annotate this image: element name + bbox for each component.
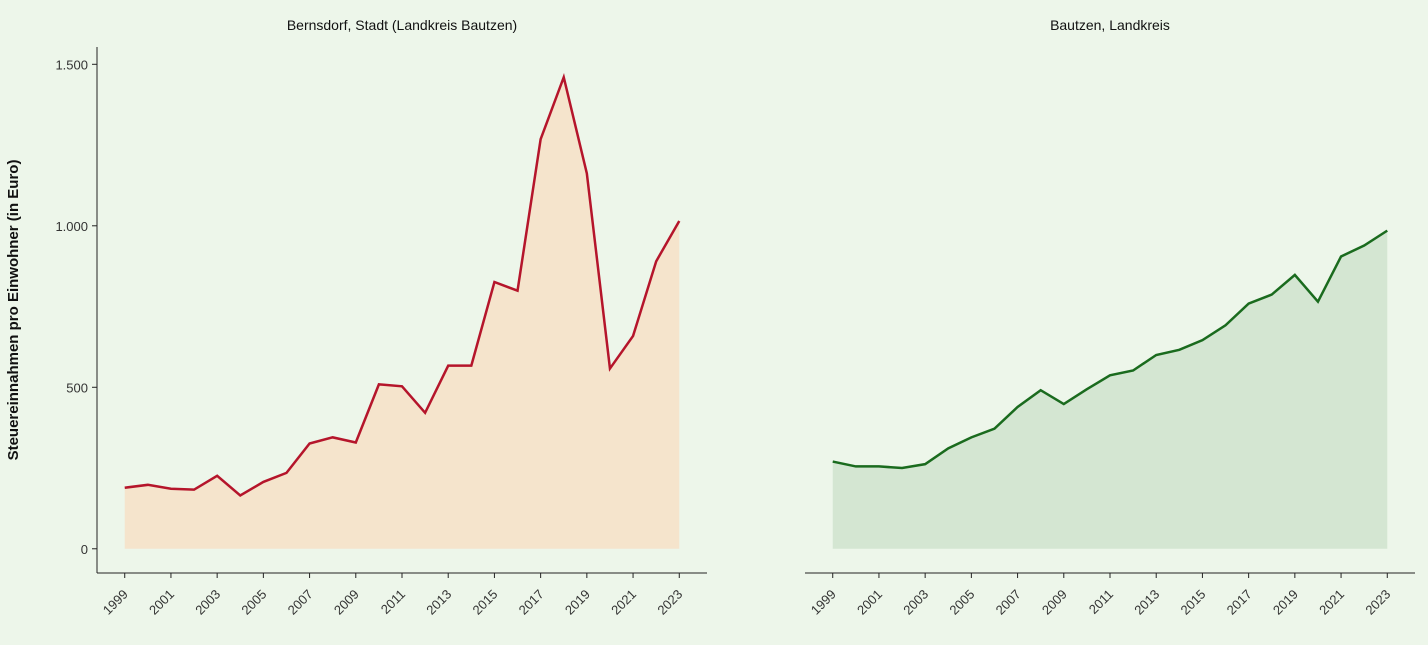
x-tick-label: 2023 — [654, 587, 685, 618]
x-tick-label: 1999 — [808, 587, 839, 618]
x-tick-label: 1999 — [100, 587, 131, 618]
y-tick-label: 0 — [81, 542, 88, 557]
x-tick-label: 2015 — [469, 587, 500, 618]
x-tick-label: 2001 — [854, 587, 885, 618]
x-tick-label: 2001 — [146, 587, 177, 618]
x-tick-label: 2003 — [192, 587, 223, 618]
x-tick-label: 2005 — [946, 587, 977, 618]
x-tick-label: 2007 — [285, 587, 316, 618]
area — [832, 230, 1388, 549]
x-tick-label: 2011 — [378, 587, 408, 617]
area — [124, 77, 680, 549]
x-tick-label: 2019 — [562, 587, 593, 618]
y-axis-label: Steuereinnahmen pro Einwohner (in Euro) — [5, 160, 22, 461]
x-tick-label: 2005 — [238, 587, 269, 618]
x-tick-label: 2019 — [1270, 587, 1301, 618]
chart-title: Bernsdorf, Stadt (Landkreis Bautzen) — [287, 17, 517, 33]
x-tick-label: 2021 — [1316, 587, 1347, 618]
y-tick-label: 1.000 — [55, 219, 88, 234]
x-tick-label: 2009 — [1039, 587, 1070, 618]
x-tick-label: 2003 — [900, 587, 931, 618]
chart-title: Bautzen, Landkreis — [1050, 17, 1170, 33]
x-tick-label: 2011 — [1086, 587, 1116, 617]
x-tick-label: 2013 — [1131, 587, 1162, 618]
x-tick-label: 2009 — [331, 587, 362, 618]
x-tick-label: 2023 — [1362, 587, 1393, 618]
line — [124, 72, 681, 498]
x-tick-label: 2007 — [993, 587, 1024, 618]
line — [832, 229, 1388, 470]
x-tick-label: 2021 — [608, 587, 639, 618]
y-tick-label: 1.500 — [55, 57, 88, 72]
x-tick-label: 2013 — [423, 587, 454, 618]
x-tick-label: 2015 — [1177, 587, 1208, 618]
y-tick-label: 500 — [66, 380, 88, 395]
x-tick-label: 2017 — [1224, 587, 1255, 618]
x-tick-label: 2017 — [516, 587, 547, 618]
